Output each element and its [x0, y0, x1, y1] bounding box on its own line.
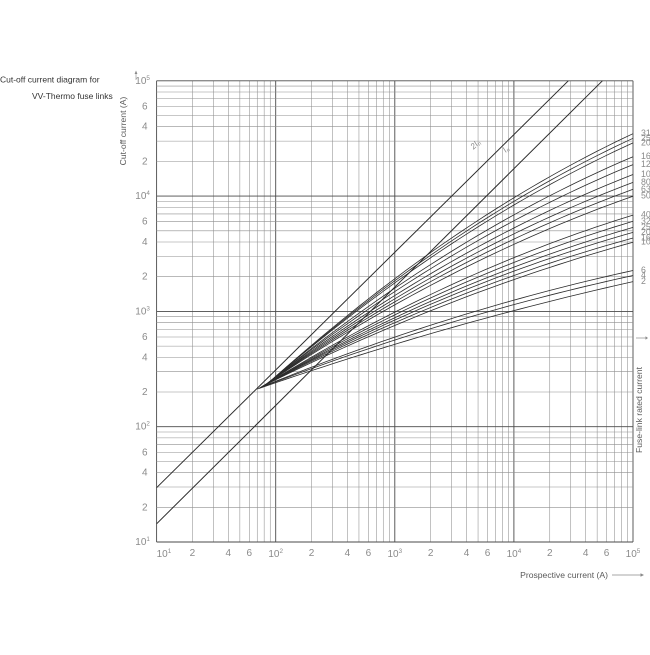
svg-text:6: 6 — [604, 548, 610, 559]
svg-text:200: 200 — [641, 137, 650, 147]
svg-text:6: 6 — [485, 548, 491, 559]
svg-text:Cut-off current (A): Cut-off current (A) — [118, 97, 128, 166]
svg-text:6: 6 — [366, 548, 372, 559]
svg-text:4: 4 — [142, 352, 148, 363]
svg-text:2: 2 — [309, 548, 315, 559]
svg-text:Cut-off current diagram for: Cut-off current diagram for — [0, 75, 100, 85]
svg-text:2: 2 — [142, 272, 148, 283]
svg-text:2: 2 — [142, 156, 148, 167]
svg-text:4: 4 — [142, 122, 148, 133]
svg-text:6: 6 — [142, 101, 148, 112]
svg-text:4: 4 — [142, 237, 148, 248]
svg-text:6: 6 — [142, 217, 148, 228]
svg-text:125: 125 — [641, 159, 650, 169]
svg-text:2: 2 — [641, 276, 646, 286]
svg-text:2: 2 — [142, 387, 148, 398]
svg-text:4: 4 — [464, 548, 470, 559]
svg-text:2: 2 — [547, 548, 553, 559]
svg-text:4: 4 — [583, 548, 589, 559]
svg-text:4: 4 — [226, 548, 232, 559]
svg-text:10: 10 — [641, 237, 650, 247]
svg-text:6: 6 — [246, 548, 252, 559]
svg-text:6: 6 — [142, 447, 148, 458]
svg-text:Prospective current (A): Prospective current (A) — [520, 570, 608, 580]
svg-text:4: 4 — [142, 468, 148, 479]
svg-text:VV-Thermo fuse links: VV-Thermo fuse links — [32, 91, 113, 101]
svg-text:6: 6 — [142, 332, 148, 343]
svg-text:2: 2 — [190, 548, 196, 559]
svg-text:2: 2 — [428, 548, 434, 559]
svg-text:2: 2 — [142, 502, 148, 513]
svg-text:Fuse-link rated current: Fuse-link rated current — [634, 366, 644, 453]
svg-text:4: 4 — [345, 548, 351, 559]
svg-text:50: 50 — [641, 191, 650, 201]
